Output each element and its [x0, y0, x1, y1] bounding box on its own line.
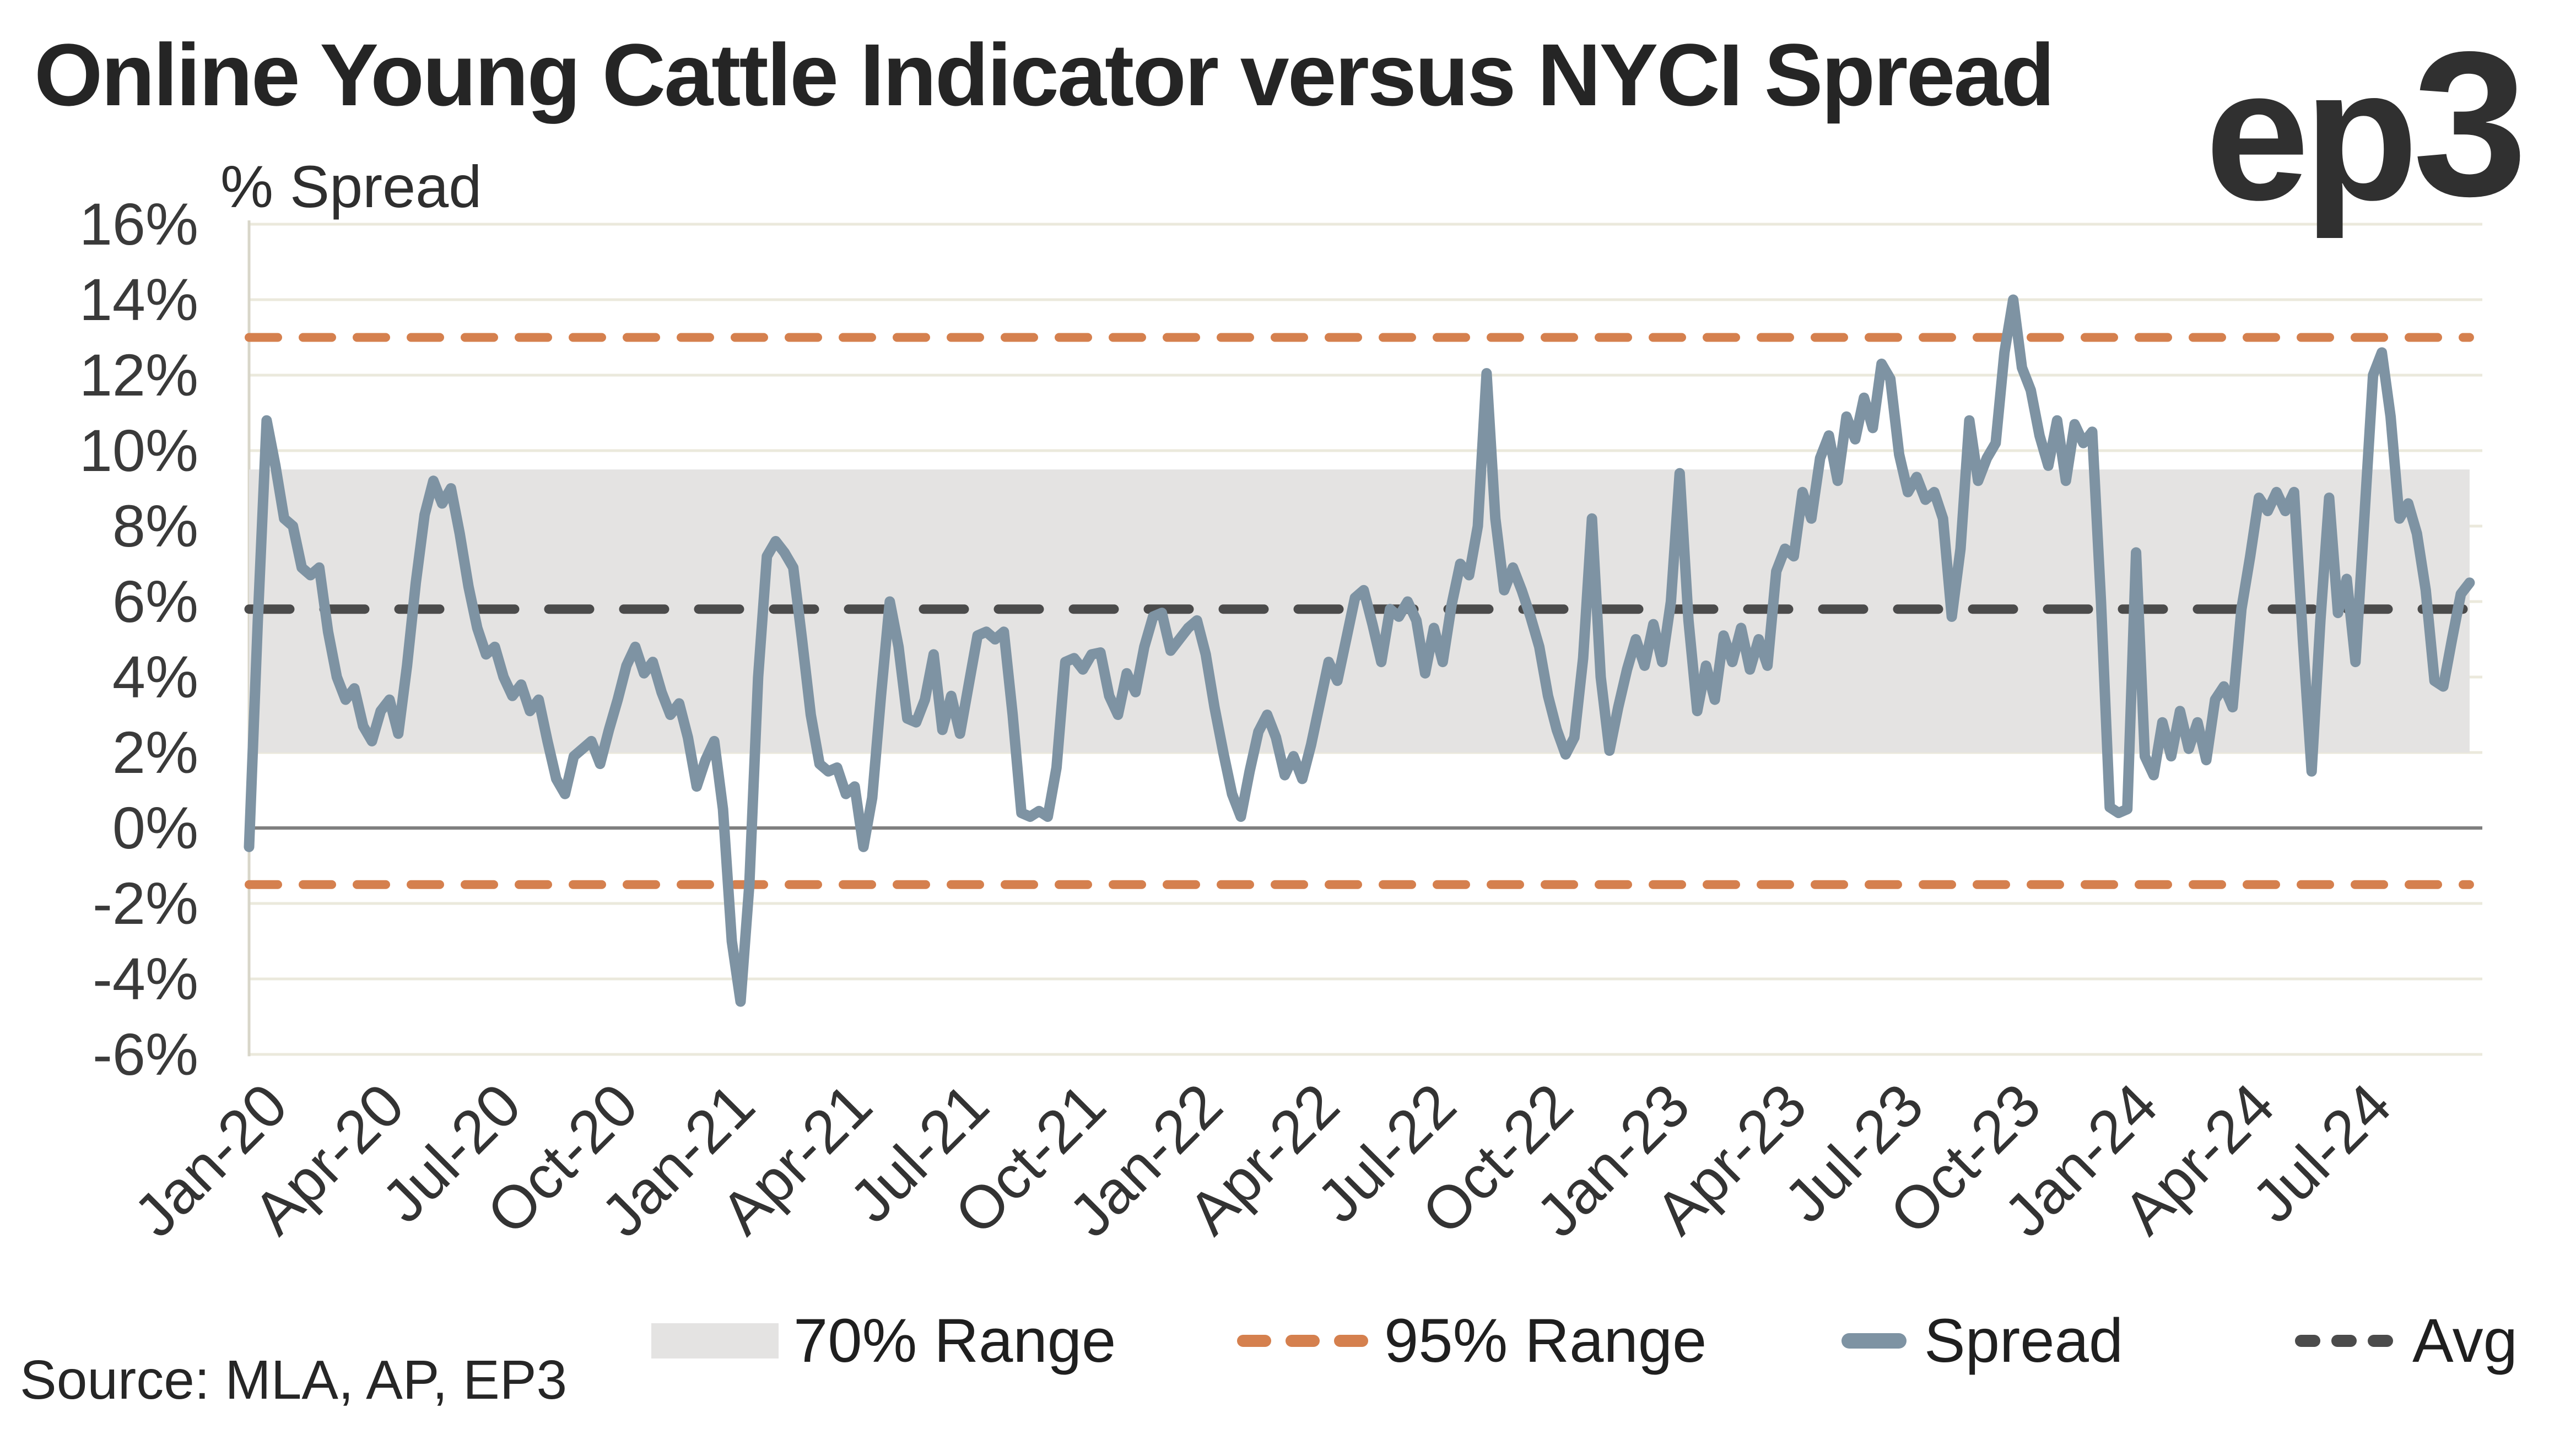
legend-avg-swatch — [2295, 1335, 2393, 1347]
y-tick-label: 10% — [79, 417, 198, 484]
legend-dash — [2368, 1335, 2393, 1347]
y-tick-label: 6% — [112, 568, 198, 635]
legend-spread-swatch — [1841, 1333, 1907, 1349]
legend-dash — [2331, 1335, 2357, 1347]
y-tick-label: -6% — [92, 1021, 198, 1087]
legend-dash — [1286, 1335, 1320, 1347]
y-tick-label: 0% — [112, 794, 198, 861]
legend-dash — [1237, 1335, 1271, 1347]
legend-label: 95% Range — [1384, 1306, 1707, 1375]
legend-label: Avg — [2412, 1306, 2518, 1375]
legend-dash — [2295, 1335, 2320, 1347]
logo-3-text: 3 — [2412, 9, 2528, 239]
y-axis-title: % Spread — [220, 153, 482, 220]
y-tick-label: 12% — [79, 342, 198, 408]
ep3-logo: ep3 — [2205, 21, 2528, 228]
legend-label: 70% Range — [793, 1306, 1116, 1375]
y-tick-label: 8% — [112, 492, 198, 559]
y-tick-label: -4% — [92, 945, 198, 1012]
y-tick-label: 2% — [112, 719, 198, 786]
y-tick-label: 16% — [79, 191, 198, 257]
y-tick-label: 14% — [79, 266, 198, 333]
legend-label: Spread — [1924, 1306, 2124, 1375]
source-note: Source: MLA, AP, EP3 — [20, 1349, 568, 1411]
legend-band-swatch — [651, 1323, 779, 1358]
y-tick-label: 4% — [112, 643, 198, 710]
logo-ep-text: ep — [2205, 30, 2418, 240]
legend-95-range-swatch — [1237, 1335, 1368, 1347]
y-tick-label: -2% — [92, 870, 198, 937]
spread-line — [244, 294, 2475, 1007]
legend-dash — [1334, 1335, 1368, 1347]
chart-title: Online Young Cattle Indicator versus NYC… — [34, 25, 2055, 124]
